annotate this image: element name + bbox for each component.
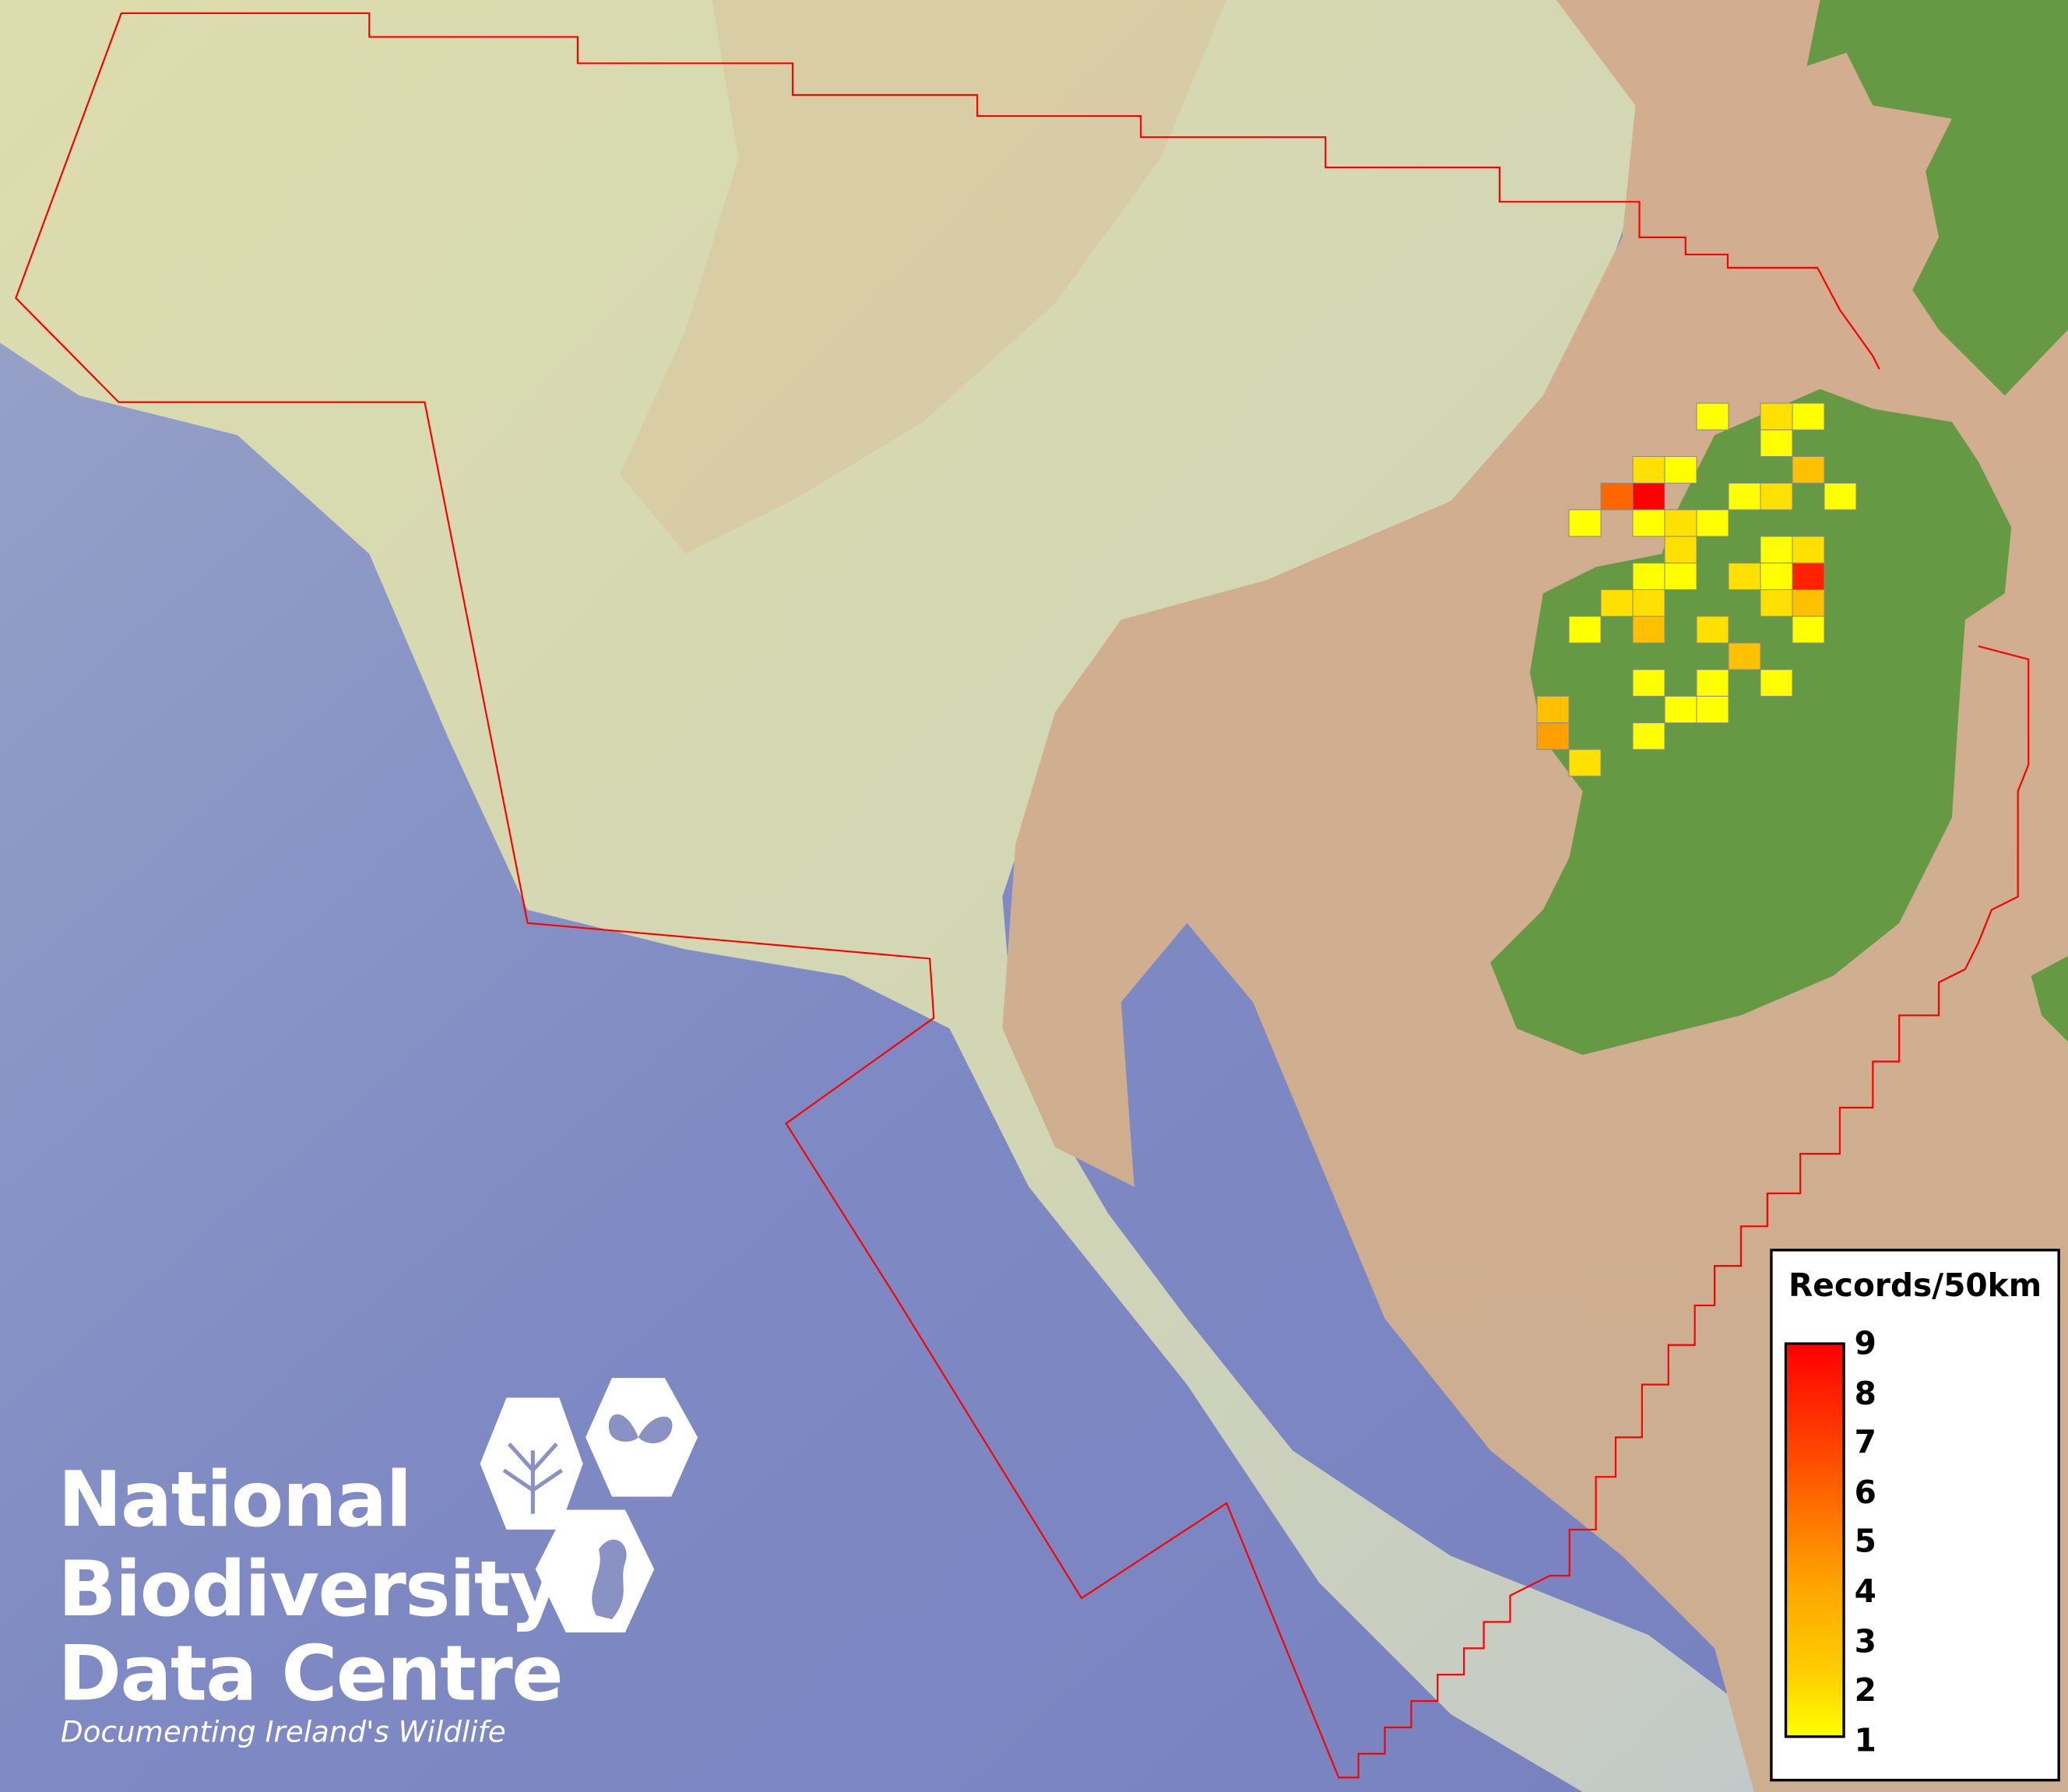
grid-cell[interactable] <box>1696 669 1729 697</box>
grid-cell[interactable] <box>1792 616 1825 644</box>
grid-cell[interactable] <box>1632 509 1665 537</box>
legend-tick-5: 5 <box>1854 1523 1876 1561</box>
legend-title: Records/50km <box>1788 1267 2042 1305</box>
grid-cell[interactable] <box>1664 562 1697 591</box>
continental-shelf <box>0 0 1754 1792</box>
scotland-land <box>1806 0 2068 396</box>
ireland-land <box>1490 388 2012 1056</box>
grid-cell[interactable] <box>1696 402 1729 430</box>
boundary-line <box>15 12 2030 1779</box>
logo-line-national: National <box>58 1454 413 1544</box>
legend-tick-6: 6 <box>1854 1474 1876 1511</box>
grid-cell[interactable] <box>1632 455 1665 484</box>
grid-cell[interactable] <box>1760 536 1793 564</box>
legend-tick-9: 9 <box>1854 1325 1876 1362</box>
grid-cell[interactable] <box>1664 695 1697 724</box>
grid-cell[interactable] <box>1632 589 1665 617</box>
grid-cell[interactable] <box>1600 589 1634 617</box>
grid-cell[interactable] <box>1760 429 1793 457</box>
legend-tick-7: 7 <box>1854 1424 1876 1462</box>
grid-cell[interactable] <box>1792 455 1825 484</box>
logo-hexagons <box>480 1378 698 1633</box>
grid-cell[interactable] <box>1632 483 1665 511</box>
grid-cell[interactable] <box>1728 562 1761 591</box>
grid-cell[interactable] <box>1568 749 1602 777</box>
logo-line-biodiversity: Biodiversity <box>58 1544 560 1634</box>
grid-cell[interactable] <box>1760 402 1793 430</box>
grid-cell[interactable] <box>1728 483 1761 511</box>
grid-cell[interactable] <box>1824 483 1857 511</box>
grid-cell[interactable] <box>1568 616 1602 644</box>
seahorse-hexagon-icon <box>535 1509 655 1633</box>
grid-cell[interactable] <box>1664 536 1697 564</box>
legend-tick-3: 3 <box>1854 1622 1876 1660</box>
grid-cell[interactable] <box>1696 509 1729 537</box>
map-legend: Records/50km 9 8 7 6 5 4 3 2 1 <box>1770 1249 2060 1782</box>
inner-shelf <box>620 0 1227 554</box>
logo-tagline: Documenting Ireland's Wildlife <box>60 1716 506 1750</box>
legend-colorbar <box>1784 1342 1845 1738</box>
grid-cell[interactable] <box>1760 669 1793 697</box>
legend-tick-8: 8 <box>1854 1375 1876 1412</box>
legend-tick-4: 4 <box>1854 1572 1876 1611</box>
wales-land <box>2031 956 2068 1042</box>
grid-cell[interactable] <box>1632 562 1665 591</box>
grid-cell[interactable] <box>1792 402 1825 430</box>
logo-line-data-centre: Data Centre <box>58 1628 564 1719</box>
grid-cell[interactable] <box>1792 589 1825 617</box>
grid-cell[interactable] <box>1760 483 1793 511</box>
grid-cell[interactable] <box>1536 722 1570 750</box>
legend-tick-2: 2 <box>1854 1672 1876 1709</box>
legend-tick-1: 1 <box>1854 1721 1876 1759</box>
grid-cell[interactable] <box>1600 483 1634 511</box>
grid-cell[interactable] <box>1536 695 1570 724</box>
grid-cell[interactable] <box>1664 455 1697 484</box>
grid-cell[interactable] <box>1632 669 1665 697</box>
grid-cell[interactable] <box>1760 589 1793 617</box>
grid-cell[interactable] <box>1728 642 1761 670</box>
grid-cell[interactable] <box>1792 536 1825 564</box>
grid-cell[interactable] <box>1696 695 1729 724</box>
grid-cell[interactable] <box>1664 509 1697 537</box>
grid-cell[interactable] <box>1792 562 1825 591</box>
grid-cell[interactable] <box>1568 509 1602 537</box>
grid-cell[interactable] <box>1696 616 1729 644</box>
grid-cell[interactable] <box>1760 562 1793 591</box>
grid-cell[interactable] <box>1632 616 1665 644</box>
grid-cell[interactable] <box>1632 722 1665 750</box>
records-grid <box>1536 402 1857 777</box>
